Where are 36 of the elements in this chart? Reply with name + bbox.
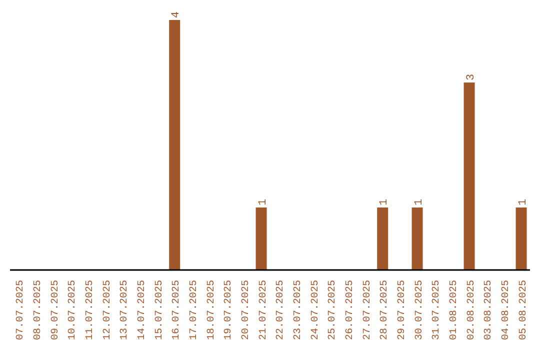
x-tick-label: 10.07.2025 (68, 280, 79, 340)
x-tick-label: 17.07.2025 (189, 280, 200, 340)
x-tick-label: 23.07.2025 (293, 280, 304, 340)
data-label: 3 (465, 74, 478, 80)
x-tick-label: 12.07.2025 (102, 280, 114, 340)
x-tick-label: 24.07.2025 (310, 280, 322, 340)
x-tick-label: 30.07.2025 (414, 280, 426, 340)
x-tick-label: 13.07.2025 (120, 280, 131, 340)
x-tick-label: 03.08.2025 (484, 280, 495, 340)
x-tick-label: 15.07.2025 (154, 280, 166, 340)
x-tick-label: 26.07.2025 (345, 280, 356, 340)
x-tick-label: 02.08.2025 (466, 280, 478, 340)
x-tick-label: 20.07.2025 (241, 280, 252, 340)
x-tick-label: 05.08.2025 (518, 280, 530, 340)
x-tick-label: 27.07.2025 (362, 280, 374, 340)
x-tick-label: 08.07.2025 (33, 280, 44, 340)
x-tick-label: 11.07.2025 (85, 280, 96, 340)
x-tick-label: 14.07.2025 (137, 280, 148, 340)
x-tick-label: 18.07.2025 (206, 280, 218, 340)
x-tick-label: 31.07.2025 (432, 280, 443, 340)
data-label: 1 (413, 198, 426, 206)
x-tick-label: 29.07.2025 (397, 280, 408, 340)
x-tick-label: 25.07.2025 (328, 280, 339, 340)
x-tick-label: 09.07.2025 (50, 280, 62, 340)
x-tick-label: 01.08.2025 (449, 280, 460, 340)
x-tick-label: 04.08.2025 (501, 280, 512, 340)
x-tick-label: 21.07.2025 (258, 280, 270, 340)
x-tick-label: 16.07.2025 (172, 280, 183, 340)
x-tick-label: 19.07.2025 (224, 280, 235, 340)
x-tick-label: 22.07.2025 (276, 280, 287, 340)
x-tick-label: 07.07.2025 (16, 280, 27, 340)
data-label: 1 (517, 198, 530, 206)
data-label: 1 (378, 198, 391, 206)
data-label: 1 (257, 198, 270, 206)
data-label: 4 (170, 11, 183, 18)
x-tick-label: 28.07.2025 (380, 280, 391, 340)
